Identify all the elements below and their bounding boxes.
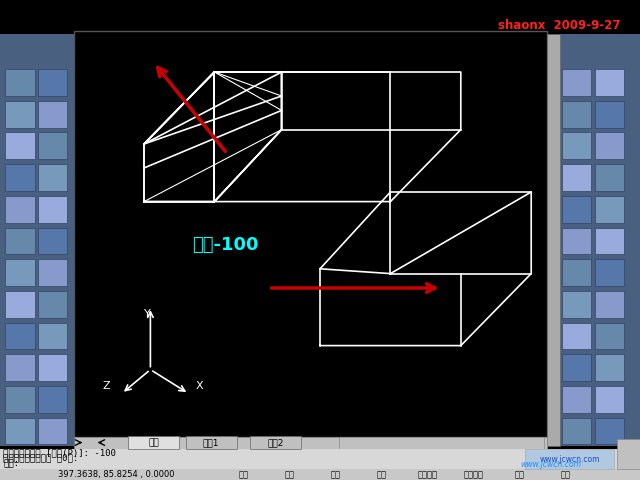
Text: 命令:: 命令: bbox=[3, 459, 19, 468]
Bar bbox=[74, 437, 547, 449]
Bar bbox=[5, 291, 35, 318]
Bar bbox=[562, 259, 591, 286]
Bar bbox=[562, 228, 591, 254]
Bar bbox=[0, 469, 640, 480]
Bar bbox=[186, 436, 237, 449]
Bar bbox=[38, 132, 67, 159]
Bar bbox=[595, 196, 624, 223]
Bar bbox=[5, 323, 35, 349]
Text: X: X bbox=[195, 381, 203, 391]
Text: 极轴: 极轴 bbox=[376, 470, 387, 479]
Bar bbox=[5, 228, 35, 254]
Text: 模型: 模型 bbox=[561, 470, 571, 479]
Bar bbox=[38, 291, 67, 318]
Text: 布局2: 布局2 bbox=[267, 439, 284, 447]
Bar bbox=[560, 34, 640, 446]
Bar bbox=[38, 101, 67, 128]
Bar bbox=[38, 196, 67, 223]
Bar bbox=[562, 291, 591, 318]
Bar bbox=[38, 164, 67, 191]
Bar bbox=[595, 228, 624, 254]
Bar bbox=[595, 259, 624, 286]
Text: Y: Y bbox=[144, 309, 151, 319]
Bar bbox=[595, 164, 624, 191]
Bar bbox=[525, 449, 614, 469]
Text: www.jcwcn.com: www.jcwcn.com bbox=[540, 455, 600, 464]
Bar bbox=[562, 164, 591, 191]
Bar bbox=[5, 418, 35, 444]
Text: Z: Z bbox=[102, 381, 110, 391]
Bar bbox=[128, 436, 179, 449]
Bar bbox=[595, 323, 624, 349]
Bar bbox=[5, 69, 35, 96]
Text: 对象捕捉: 对象捕捉 bbox=[417, 470, 438, 479]
Text: 指定拉伸高度或 [路径(P)]: -100: 指定拉伸高度或 [路径(P)]: -100 bbox=[3, 448, 116, 457]
Bar bbox=[0, 449, 640, 480]
Bar bbox=[595, 418, 624, 444]
Text: 线宽: 线宽 bbox=[515, 470, 525, 479]
Bar bbox=[5, 132, 35, 159]
Bar bbox=[5, 101, 35, 128]
Bar bbox=[547, 34, 560, 446]
Bar bbox=[38, 418, 67, 444]
Bar bbox=[250, 436, 301, 449]
Bar bbox=[595, 354, 624, 381]
Bar bbox=[595, 291, 624, 318]
Bar bbox=[38, 323, 67, 349]
Text: shaonx  2009-9-27: shaonx 2009-9-27 bbox=[499, 19, 621, 32]
Text: 指定拉伸的倾斜角度 ＼0＾:: 指定拉伸的倾斜角度 ＼0＾: bbox=[3, 454, 79, 462]
Bar bbox=[562, 132, 591, 159]
Bar bbox=[5, 386, 35, 413]
Text: 正交: 正交 bbox=[330, 470, 340, 479]
Bar bbox=[5, 354, 35, 381]
Bar bbox=[562, 386, 591, 413]
Text: 布局1: 布局1 bbox=[203, 439, 220, 447]
Bar bbox=[5, 164, 35, 191]
Bar bbox=[0, 34, 74, 446]
Bar bbox=[562, 69, 591, 96]
Bar bbox=[38, 354, 67, 381]
Text: 模型: 模型 bbox=[148, 439, 159, 447]
Bar bbox=[595, 132, 624, 159]
Bar bbox=[562, 323, 591, 349]
Text: 397.3638, 85.8254 , 0.0000: 397.3638, 85.8254 , 0.0000 bbox=[58, 470, 174, 479]
Bar bbox=[38, 259, 67, 286]
Bar bbox=[595, 69, 624, 96]
Bar bbox=[38, 69, 67, 96]
Text: 拉伸-100: 拉伸-100 bbox=[192, 236, 259, 253]
Bar bbox=[38, 386, 67, 413]
Bar bbox=[617, 439, 640, 469]
Bar bbox=[595, 386, 624, 413]
Text: www.jcwcn.com: www.jcwcn.com bbox=[520, 460, 581, 469]
Bar bbox=[74, 31, 547, 437]
Bar bbox=[562, 101, 591, 128]
Bar bbox=[562, 196, 591, 223]
Text: 对象追踪: 对象追踪 bbox=[463, 470, 484, 479]
Bar bbox=[339, 437, 544, 449]
Bar bbox=[595, 101, 624, 128]
Bar bbox=[562, 354, 591, 381]
Text: 册格: 册格 bbox=[284, 470, 294, 479]
Bar bbox=[5, 196, 35, 223]
Bar bbox=[38, 228, 67, 254]
Bar bbox=[5, 259, 35, 286]
Bar bbox=[562, 418, 591, 444]
Text: 捕捉: 捕捉 bbox=[238, 470, 248, 479]
